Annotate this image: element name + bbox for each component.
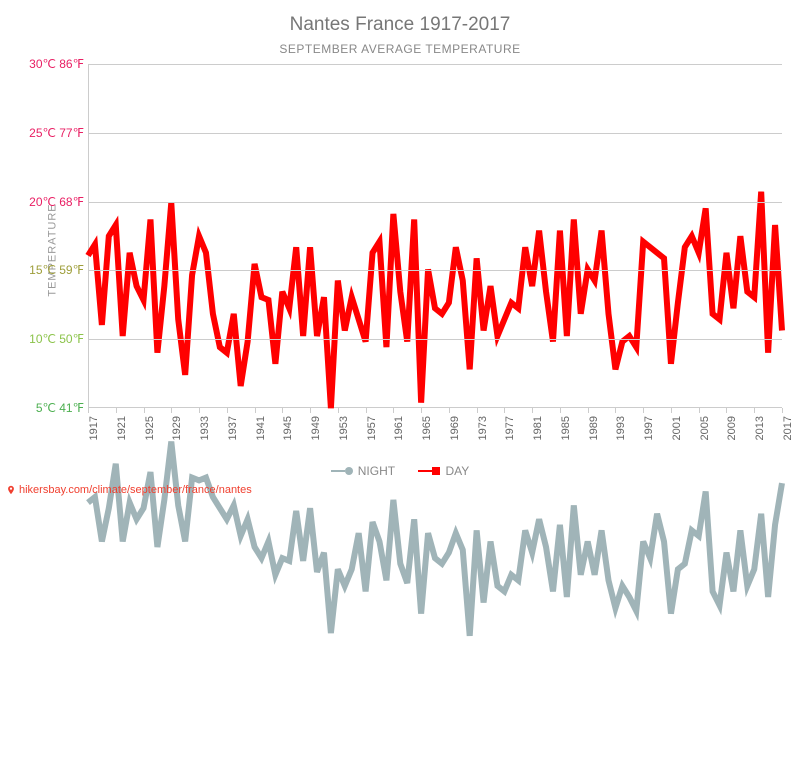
x-tick-label: 2001 [671, 416, 683, 440]
x-tick-label: 1937 [227, 416, 239, 440]
y-tick-celsius: 25℃ [29, 126, 56, 140]
y-axis-label: TEMPERATURE [47, 203, 59, 296]
x-tick-label: 1985 [560, 416, 572, 440]
x-tick-label: 1925 [144, 416, 156, 440]
legend-label-day: DAY [445, 464, 469, 478]
x-tick-mark [532, 408, 533, 413]
x-tick-label: 1917 [88, 416, 100, 440]
legend-marker-day [432, 467, 440, 475]
y-tick-celsius: 10℃ [29, 332, 56, 346]
x-tick-label: 1961 [393, 416, 405, 440]
x-tick-mark [310, 408, 311, 413]
legend: NIGHT DAY [0, 461, 800, 478]
chart-title: Nantes France 1917-2017 [0, 14, 800, 36]
x-tick-label: 1957 [366, 416, 378, 440]
x-tick-label: 1949 [310, 416, 322, 440]
x-tick-mark [255, 408, 256, 413]
x-tick-mark [144, 408, 145, 413]
y-tick-celsius: 15℃ [29, 263, 56, 277]
y-tick-fahrenheit: 59℉ [59, 263, 84, 277]
x-tick-label: 1973 [477, 416, 489, 440]
legend-label-night: NIGHT [358, 464, 395, 478]
x-tick-mark [88, 408, 89, 413]
grid-line [88, 339, 782, 340]
legend-line-day [418, 470, 432, 472]
y-tick-celsius: 5℃ [36, 401, 56, 415]
x-tick-label: 1989 [588, 416, 600, 440]
pin-icon [6, 485, 16, 495]
x-tick-mark [560, 408, 561, 413]
x-tick-mark [643, 408, 644, 413]
x-tick-label: 1969 [449, 416, 461, 440]
x-tick-label: 1945 [282, 416, 294, 440]
x-tick-mark [782, 408, 783, 413]
x-tick-label: 1981 [532, 416, 544, 440]
legend-item-day: DAY [418, 464, 469, 478]
x-tick-mark [199, 408, 200, 413]
x-tick-mark [227, 408, 228, 413]
x-tick-label: 1933 [199, 416, 211, 440]
x-tick-label: 2013 [754, 416, 766, 440]
chart-container: Nantes France 1917-2017 SEPTEMBER AVERAG… [0, 0, 800, 500]
y-tick-fahrenheit: 41℉ [59, 401, 84, 415]
x-tick-label: 2017 [782, 416, 794, 440]
y-tick-fahrenheit: 68℉ [59, 195, 84, 209]
x-tick-label: 1921 [116, 416, 128, 440]
plot-area: 5℃41℉10℃50℉15℃59℉20℃68℉25℃77℉30℃86℉19171… [88, 64, 782, 408]
x-tick-label: 2005 [699, 416, 711, 440]
x-tick-label: 1965 [421, 416, 433, 440]
x-tick-label: 1997 [643, 416, 655, 440]
x-tick-mark [504, 408, 505, 413]
x-tick-label: 1953 [338, 416, 350, 440]
grid-line [88, 64, 782, 65]
x-tick-mark [671, 408, 672, 413]
x-tick-mark [588, 408, 589, 413]
x-tick-mark [171, 408, 172, 413]
chart-subtitle: SEPTEMBER AVERAGE TEMPERATURE [0, 42, 800, 56]
legend-line-night [331, 470, 345, 472]
grid-line [88, 202, 782, 203]
grid-line [88, 133, 782, 134]
y-tick-celsius: 20℃ [29, 195, 56, 209]
x-tick-mark [754, 408, 755, 413]
chart-svg [88, 64, 782, 758]
x-tick-mark [366, 408, 367, 413]
series-line-day [88, 192, 782, 409]
x-tick-label: 1993 [615, 416, 627, 440]
y-tick-fahrenheit: 50℉ [59, 332, 84, 346]
x-tick-mark [699, 408, 700, 413]
footer: hikersbay.com/climate/september/france/n… [6, 484, 252, 496]
x-tick-mark [726, 408, 727, 413]
legend-item-night: NIGHT [331, 464, 395, 478]
x-tick-label: 1941 [255, 416, 267, 440]
grid-line [88, 270, 782, 271]
x-tick-label: 1929 [171, 416, 183, 440]
x-tick-mark [421, 408, 422, 413]
x-tick-label: 1977 [504, 416, 516, 440]
x-tick-mark [449, 408, 450, 413]
y-tick-fahrenheit: 77℉ [59, 126, 84, 140]
footer-url: hikersbay.com/climate/september/france/n… [19, 484, 252, 496]
x-tick-label: 2009 [726, 416, 738, 440]
x-tick-mark [338, 408, 339, 413]
x-tick-mark [116, 408, 117, 413]
y-tick-fahrenheit: 86℉ [59, 57, 84, 71]
x-tick-mark [282, 408, 283, 413]
x-tick-mark [477, 408, 478, 413]
x-tick-mark [393, 408, 394, 413]
y-tick-celsius: 30℃ [29, 57, 56, 71]
x-tick-mark [615, 408, 616, 413]
legend-marker-night [345, 467, 353, 475]
